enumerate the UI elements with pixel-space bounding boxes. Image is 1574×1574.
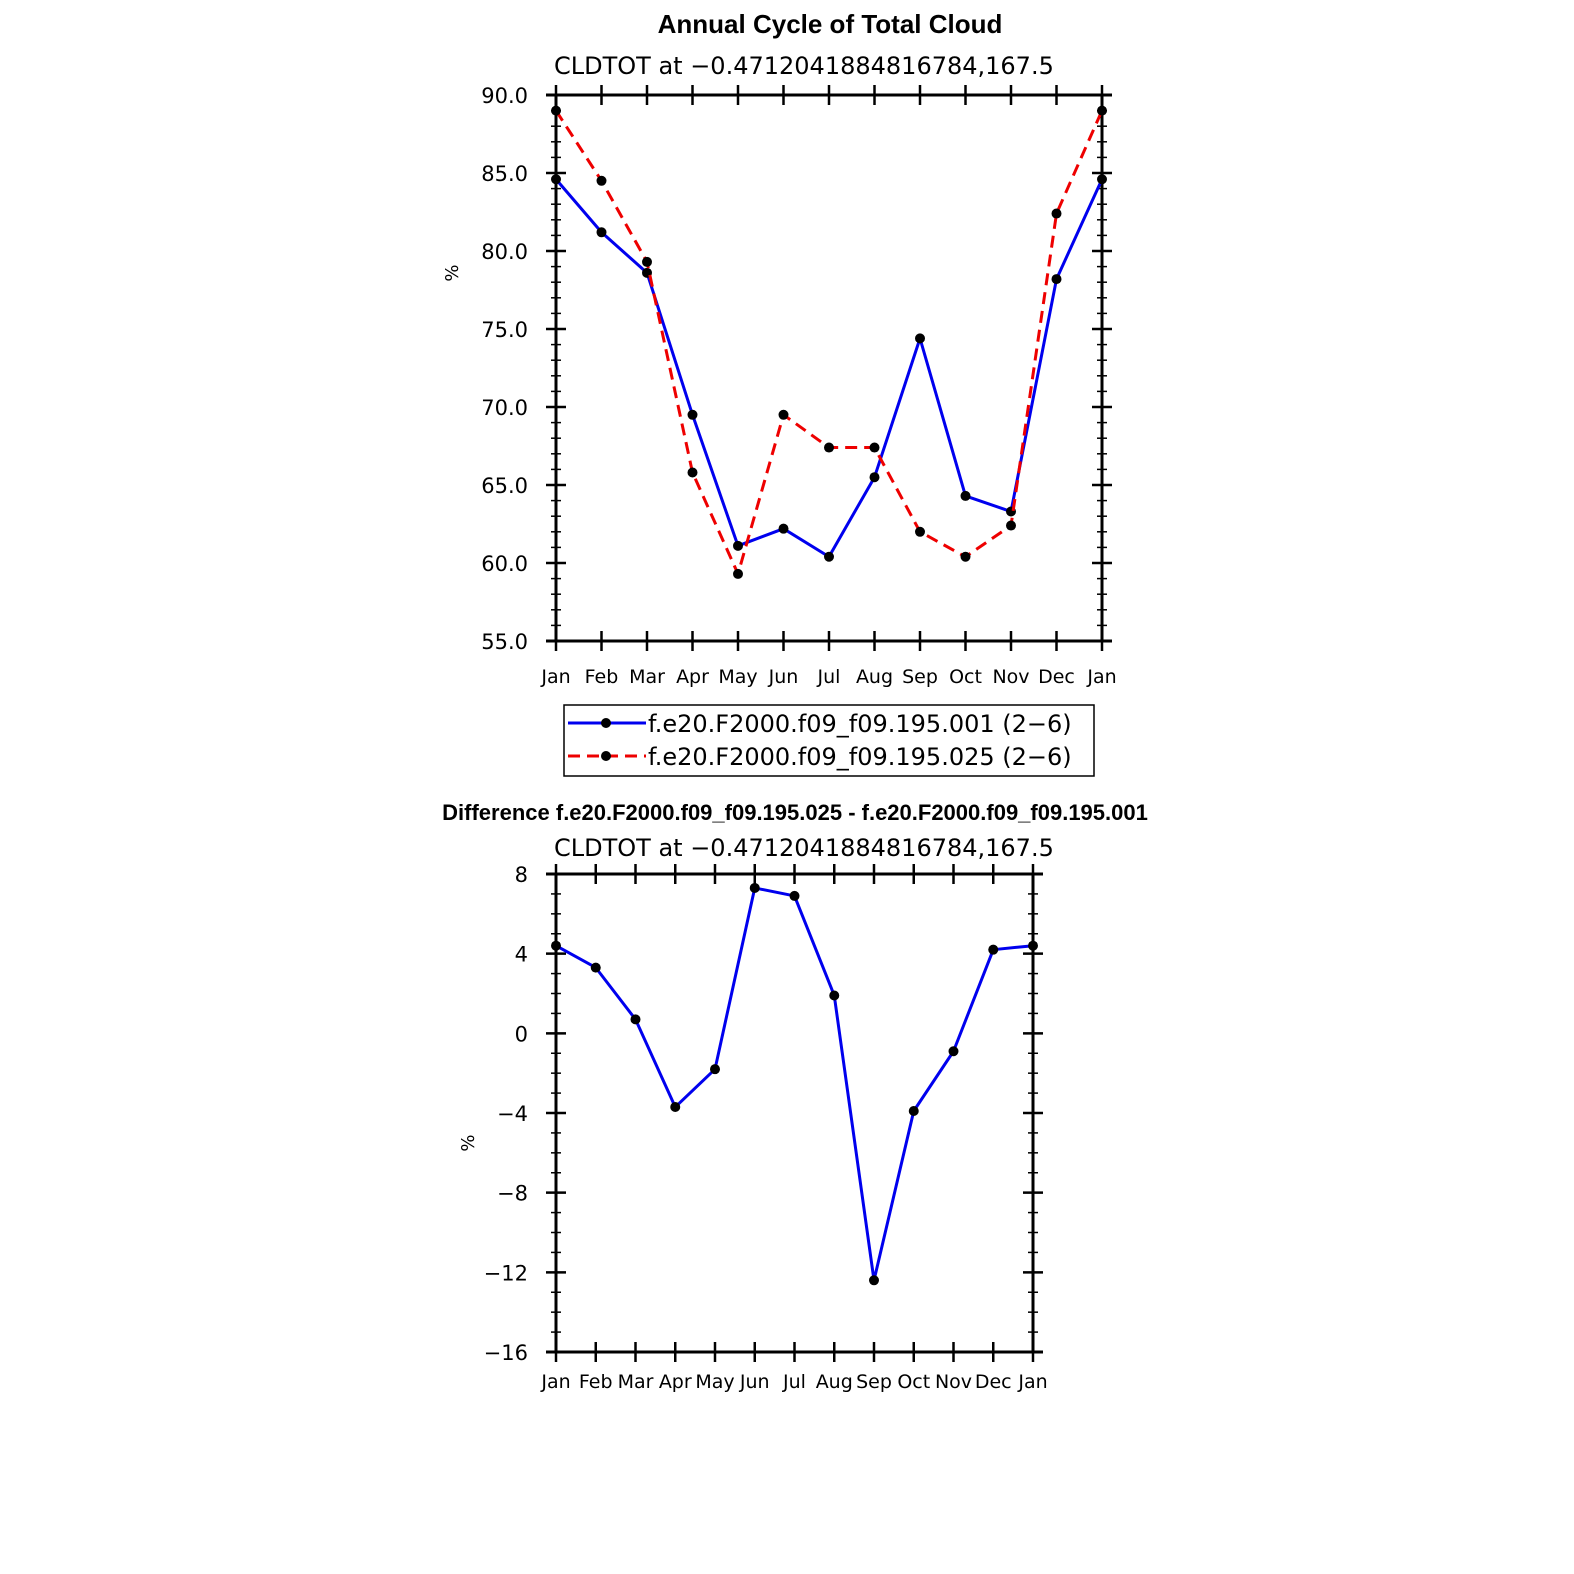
data-point <box>687 409 698 420</box>
y-axis-label: % <box>458 1134 479 1151</box>
data-point <box>908 1106 919 1117</box>
data-point <box>948 1046 959 1057</box>
y-tick-label: 0 <box>515 1022 528 1046</box>
data-point <box>778 409 789 420</box>
x-tick-label: May <box>695 1371 734 1393</box>
legend-label-1: f.e20.F2000.f09_f09.195.001 (2−6) <box>648 710 1072 738</box>
legend: f.e20.F2000.f09_f09.195.001 (2−6) f.e20.F… <box>563 704 1095 777</box>
x-tick-label: Sep <box>902 666 938 688</box>
series-line-1 <box>555 886 1034 1282</box>
data-point <box>1028 940 1038 951</box>
y-tick-label: 90.0 <box>481 84 528 108</box>
data-point <box>1051 208 1062 219</box>
y-axis-label: % <box>442 264 463 281</box>
data-point <box>869 1275 879 1286</box>
legend-marker-2 <box>601 751 611 761</box>
data-point <box>869 472 880 483</box>
data-point <box>824 442 834 453</box>
data-point <box>596 227 607 238</box>
y-tick-label: 60.0 <box>481 552 528 576</box>
x-tick-label: Feb <box>579 1371 613 1393</box>
x-tick-label: Aug <box>816 1371 853 1393</box>
data-point <box>778 523 789 534</box>
x-tick-label: Mar <box>629 666 665 688</box>
y-tick-label: −4 <box>497 1102 528 1126</box>
data-point <box>551 940 561 951</box>
chart-title: Annual Cycle of Total Cloud <box>658 9 1003 39</box>
data-point <box>551 105 561 116</box>
series-line-1 <box>554 178 1104 559</box>
data-point <box>960 551 971 562</box>
chart-title: Difference f.e20.F2000.f09_f09.195.025 -… <box>442 800 1148 825</box>
x-tick-label: Mar <box>618 1371 654 1393</box>
x-tick-label: Apr <box>676 666 709 688</box>
x-tick-label: Jan <box>540 1371 570 1393</box>
y-tick-label: 75.0 <box>481 318 528 342</box>
annual-cycle-panel: Annual Cycle of Total Cloud CLDTOT at −0.… <box>442 9 1117 777</box>
data-point <box>1006 520 1016 531</box>
x-tick-label: Oct <box>897 1371 930 1393</box>
legend-label-2: f.e20.F2000.f09_f09.195.025 (2−6) <box>648 743 1072 771</box>
data-point <box>733 540 743 551</box>
data-point <box>687 467 698 478</box>
x-tick-label: Dec <box>975 1371 1012 1393</box>
x-tick-label: Feb <box>585 666 619 688</box>
x-tick-label: May <box>718 666 757 688</box>
x-tick-label: Oct <box>949 666 982 688</box>
data-point <box>596 175 607 186</box>
data-point <box>824 551 834 562</box>
data-point <box>710 1064 720 1075</box>
plot-frame <box>554 872 1035 1354</box>
x-tick-label: Jul <box>782 1371 806 1393</box>
data-point <box>915 333 925 344</box>
data-point <box>789 890 800 901</box>
legend-box <box>563 704 1095 777</box>
x-tick-label: Jan <box>540 666 570 688</box>
y-tick-label: −16 <box>484 1341 528 1365</box>
x-tick-label: Jul <box>817 666 841 688</box>
chart-subtitle: CLDTOT at −0.4712041884816784,167.5 <box>554 834 1054 862</box>
data-point <box>749 882 760 893</box>
data-point <box>829 990 840 1001</box>
y-tick-label: −12 <box>484 1261 528 1285</box>
data-point <box>869 442 880 453</box>
y-tick-label: −8 <box>497 1182 528 1206</box>
y-tick-label: 4 <box>515 943 528 967</box>
data-point <box>670 1102 681 1113</box>
y-tick-label: 65.0 <box>481 474 528 498</box>
x-tick-label: Jun <box>768 666 799 688</box>
y-tick-label: 55.0 <box>481 630 528 654</box>
data-point <box>590 962 601 973</box>
data-point <box>1097 174 1107 185</box>
data-point <box>1051 274 1062 285</box>
y-tick-label: 70.0 <box>481 396 528 420</box>
x-tick-label: Jan <box>1017 1371 1047 1393</box>
data-point <box>915 526 925 537</box>
x-tick-label: Nov <box>992 666 1029 688</box>
y-tick-label: 85.0 <box>481 162 528 186</box>
x-tick-label: Apr <box>659 1371 692 1393</box>
data-point <box>988 944 999 955</box>
x-tick-label: Jun <box>739 1371 770 1393</box>
x-tick-label: Aug <box>856 666 893 688</box>
data-point <box>960 490 971 501</box>
data-point <box>630 1014 641 1025</box>
data-point <box>733 568 743 579</box>
y-tick-label: 80.0 <box>481 240 528 264</box>
difference-panel: Difference f.e20.F2000.f09_f09.195.025 -… <box>442 800 1148 1393</box>
series-line-2 <box>554 109 1104 576</box>
data-point <box>551 174 561 185</box>
x-tick-label: Jan <box>1086 666 1116 688</box>
legend-marker-1 <box>601 718 611 728</box>
x-tick-label: Nov <box>935 1371 972 1393</box>
data-point <box>642 256 652 267</box>
y-tick-label: 8 <box>515 863 528 887</box>
data-point <box>1097 105 1107 116</box>
x-tick-label: Sep <box>856 1371 892 1393</box>
chart-subtitle: CLDTOT at −0.4712041884816784,167.5 <box>554 52 1054 80</box>
x-tick-label: Dec <box>1038 666 1075 688</box>
